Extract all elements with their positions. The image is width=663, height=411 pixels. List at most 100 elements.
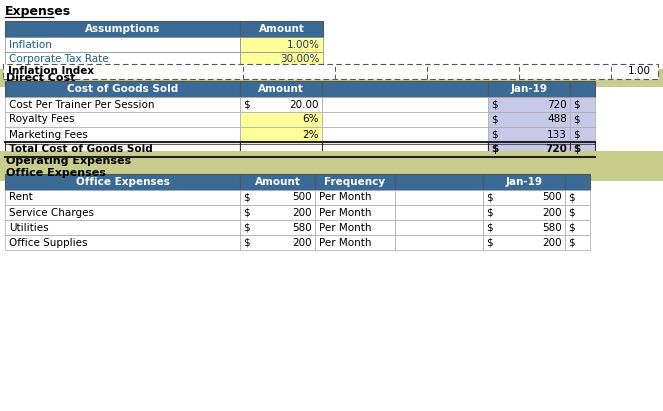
Bar [5,21,240,37]
Text: Per Month: Per Month [319,238,371,247]
Bar [5,52,240,67]
Text: 500: 500 [542,192,562,203]
Text: Office Supplies: Office Supplies [9,238,88,247]
Bar [3,64,658,79]
Text: Office Expenses: Office Expenses [6,168,106,178]
Text: 720: 720 [545,145,567,155]
Bar [395,174,483,190]
Bar [240,52,323,67]
Text: 200: 200 [292,238,312,247]
Bar [322,81,488,97]
Bar [488,142,570,157]
Bar [240,220,315,235]
Bar [5,127,240,142]
Text: $: $ [486,192,493,203]
Text: Jan-19: Jan-19 [505,177,542,187]
Text: $: $ [243,99,250,109]
Bar [322,142,488,157]
Bar [565,190,590,205]
Text: $: $ [573,145,580,155]
Bar [395,190,483,205]
Bar [5,142,240,157]
Bar [240,127,322,142]
Bar [240,37,323,52]
Text: Direct Cost: Direct Cost [6,73,76,83]
Text: 500: 500 [292,192,312,203]
Bar [395,205,483,220]
Text: $: $ [243,208,250,217]
Bar [5,174,240,190]
Text: Inflation: Inflation [9,39,52,49]
Text: $: $ [568,192,575,203]
Bar [240,190,315,205]
Bar [483,205,565,220]
Text: Expenses: Expenses [5,5,71,18]
Text: Royalty Fees: Royalty Fees [9,115,74,125]
Text: Per Month: Per Month [319,222,371,233]
Text: 200: 200 [542,238,562,247]
Text: $: $ [243,192,250,203]
Bar [240,112,322,127]
Text: 20.00: 20.00 [290,99,319,109]
Bar [5,220,240,235]
Text: $: $ [243,238,250,247]
Bar [315,190,395,205]
Text: $: $ [491,99,498,109]
Text: Jan-19: Jan-19 [511,84,548,94]
Text: $: $ [568,208,575,217]
Text: Amount: Amount [255,177,300,187]
Text: 6%: 6% [302,115,319,125]
Text: Service Charges: Service Charges [9,208,94,217]
Bar [483,174,565,190]
Text: $: $ [573,99,579,109]
Text: $: $ [491,145,499,155]
Bar [0,151,663,181]
Bar [483,235,565,250]
Text: 488: 488 [547,115,567,125]
Bar [483,190,565,205]
Text: $: $ [486,222,493,233]
Text: Cost Per Trainer Per Session: Cost Per Trainer Per Session [9,99,154,109]
Text: 1.00%: 1.00% [287,39,320,49]
Text: 720: 720 [547,99,567,109]
Text: Frequency: Frequency [324,177,386,187]
Text: Corporate Tax Rate: Corporate Tax Rate [9,55,109,65]
Bar [322,97,488,112]
Text: $: $ [573,129,579,139]
Text: 30.00%: 30.00% [280,55,320,65]
Text: 133: 133 [547,129,567,139]
Text: Utilities: Utilities [9,222,48,233]
Bar [488,112,570,127]
Bar [315,220,395,235]
Bar [488,81,570,97]
Bar [5,205,240,220]
Bar [315,235,395,250]
Text: Rent: Rent [9,192,32,203]
Bar [570,112,595,127]
Bar [240,97,322,112]
Bar [240,174,315,190]
Text: 1.00: 1.00 [628,67,651,76]
Bar [0,69,663,87]
Bar [565,220,590,235]
Text: $: $ [491,115,498,125]
Text: 200: 200 [542,208,562,217]
Bar [240,235,315,250]
Text: Per Month: Per Month [319,192,371,203]
Bar [322,112,488,127]
Text: Office Expenses: Office Expenses [76,177,170,187]
Text: 200: 200 [292,208,312,217]
Text: Per Month: Per Month [319,208,371,217]
Text: $: $ [573,115,579,125]
Bar [5,37,240,52]
Text: $: $ [568,222,575,233]
Bar [565,205,590,220]
Bar [240,81,322,97]
Bar [5,235,240,250]
Text: 2%: 2% [302,129,319,139]
Bar [315,174,395,190]
Bar [322,127,488,142]
Text: Amount: Amount [258,84,304,94]
Text: 580: 580 [542,222,562,233]
Bar [488,97,570,112]
